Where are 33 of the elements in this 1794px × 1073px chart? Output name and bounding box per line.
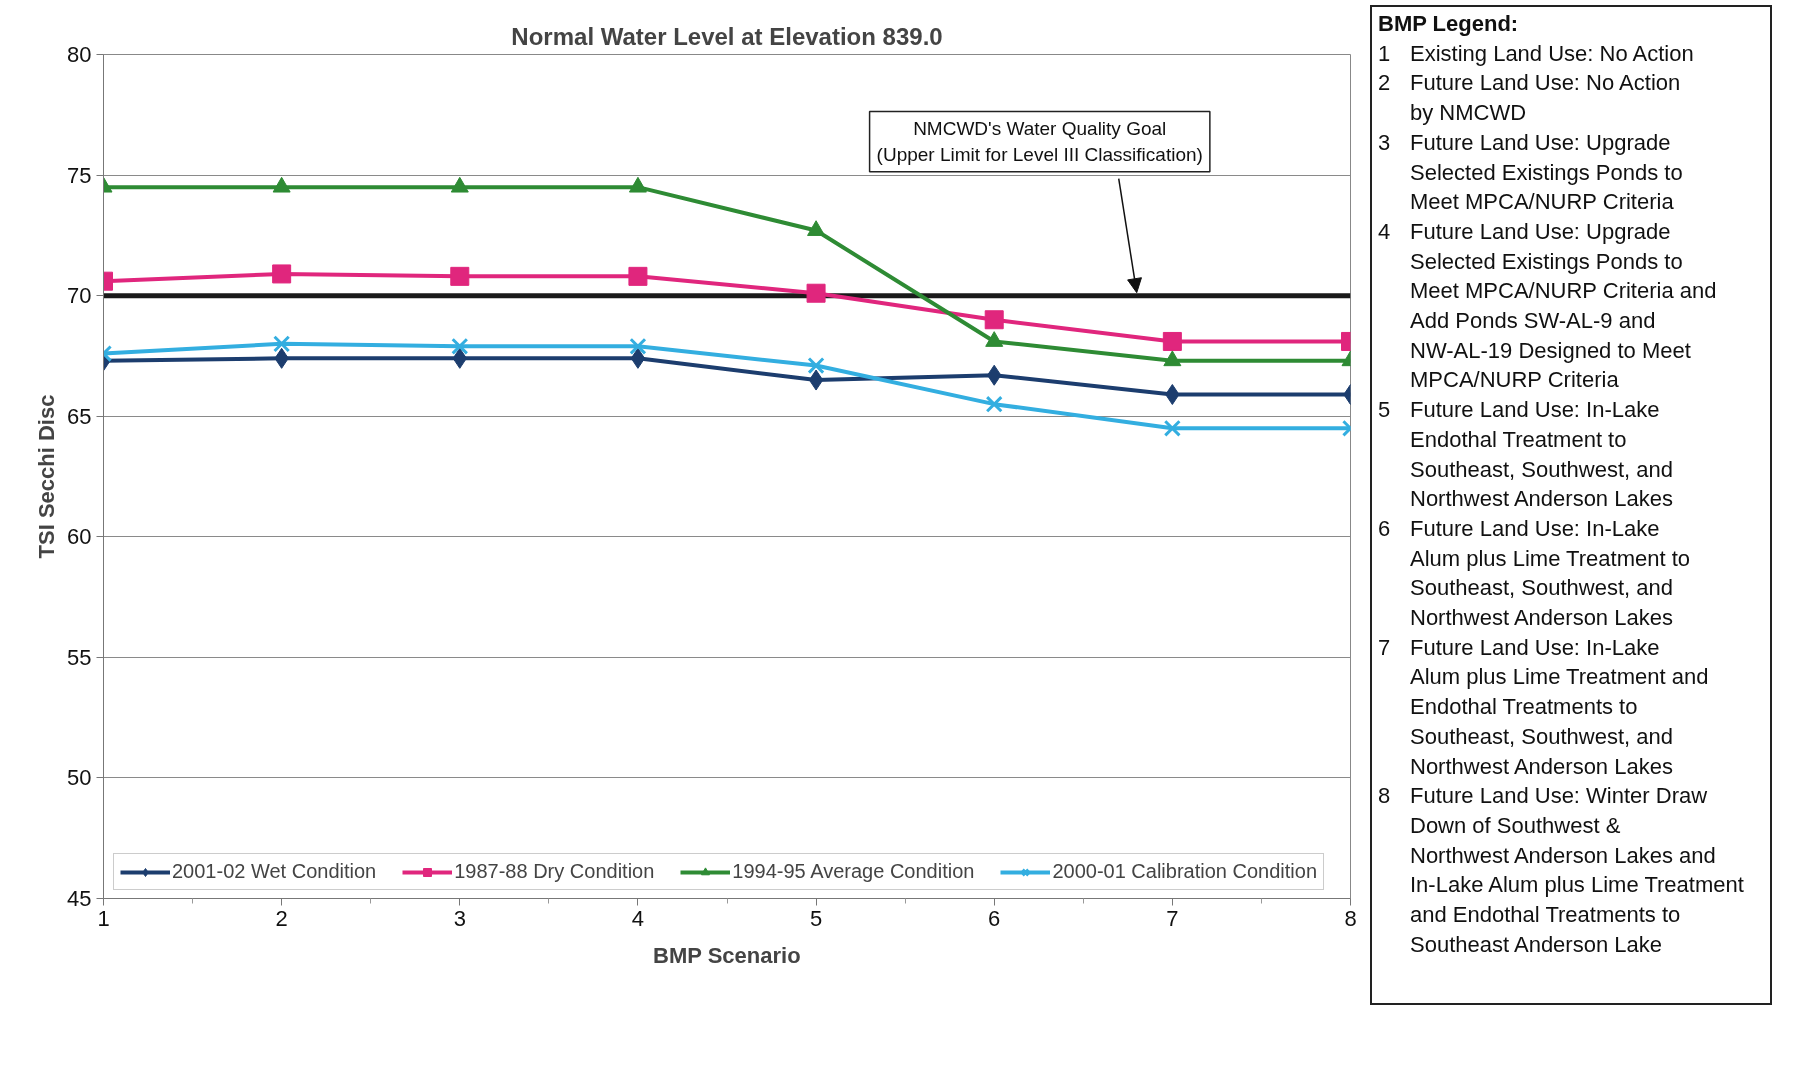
x-tick-label: 4 xyxy=(631,905,645,931)
y-tick-label: 45 xyxy=(67,886,92,911)
text: 3 Future Land Use: Upgrade Selected Existings Ponds to Meet MPCA/NURP Criteria xyxy=(1378,128,1683,217)
legend-label: 2000-01 Calibration Condition xyxy=(1052,860,1318,883)
y-tick-label: 65 xyxy=(67,403,92,429)
y-tick-label: 80 xyxy=(67,42,92,67)
x-tick-label: 6 xyxy=(988,905,1001,931)
y-tick-label: 50 xyxy=(67,765,92,791)
legend-label: 2001-02 Wet Condition xyxy=(172,860,377,883)
x-tick-label: 1 xyxy=(97,905,110,931)
annotation: NMCWD's Water Quality Goal (Upper Limit for Level III Classification) xyxy=(876,118,1203,165)
text: 7 Future Land Use: In-Lake Alum plus Lime Treatment and Endothal Treatments to Southeast, Southwest, and Northwest Anderson Lakes xyxy=(1378,633,1709,781)
legend-label: 1994-95 Average Condition xyxy=(732,860,975,883)
text: 8 Future Land Use: Winter Draw Down of Southwest & Northwest Anderson Lakes and In-Lake Alum plus Lime Treatment and Endothal Treatments to Southeast Anderson Lake xyxy=(1378,782,1744,959)
y-tick-label: 75 xyxy=(67,162,92,188)
y-axis-title: TSI Secchi Disc xyxy=(34,394,60,559)
y-tick-label: 55 xyxy=(67,644,92,670)
chart-title: Normal Water Level at Elevation 839.0 xyxy=(511,22,943,50)
x-tick-label: 3 xyxy=(453,905,466,931)
y-tick-label: 60 xyxy=(67,524,92,550)
x-tick-label: 8 xyxy=(1344,905,1357,931)
y-tick-label: 70 xyxy=(67,283,92,309)
x-tick-label: 2 xyxy=(275,905,288,931)
text: 2 Future Land Use: No Action by NMCWD xyxy=(1378,69,1681,128)
text: BMP Legend: xyxy=(1378,10,1520,38)
x-tick-label: 5 xyxy=(809,905,823,931)
legend-label: 1987-88 Dry Condition xyxy=(454,860,655,883)
x-tick-label: 7 xyxy=(1166,905,1179,931)
text: 6 Future Land Use: In-Lake Alum plus Lime Treatment to Southeast, Southwest, and Northwest Anderson Lakes xyxy=(1378,514,1691,633)
text: 4 Future Land Use: Upgrade Selected Existings Ponds to Meet MPCA/NURP Criteria and Add Ponds SW-AL-9 and NW-AL-19 Designed to Meet MPCA/NURP Criteria xyxy=(1378,217,1717,395)
x-axis-title: BMP Scenario xyxy=(653,942,801,968)
text: 5 Future Land Use: In-Lake Endothal Treatment to Southeast, Southwest, and Northwest Anderson Lakes xyxy=(1378,396,1673,514)
text: 1 Existing Land Use: No Action xyxy=(1378,39,1694,68)
